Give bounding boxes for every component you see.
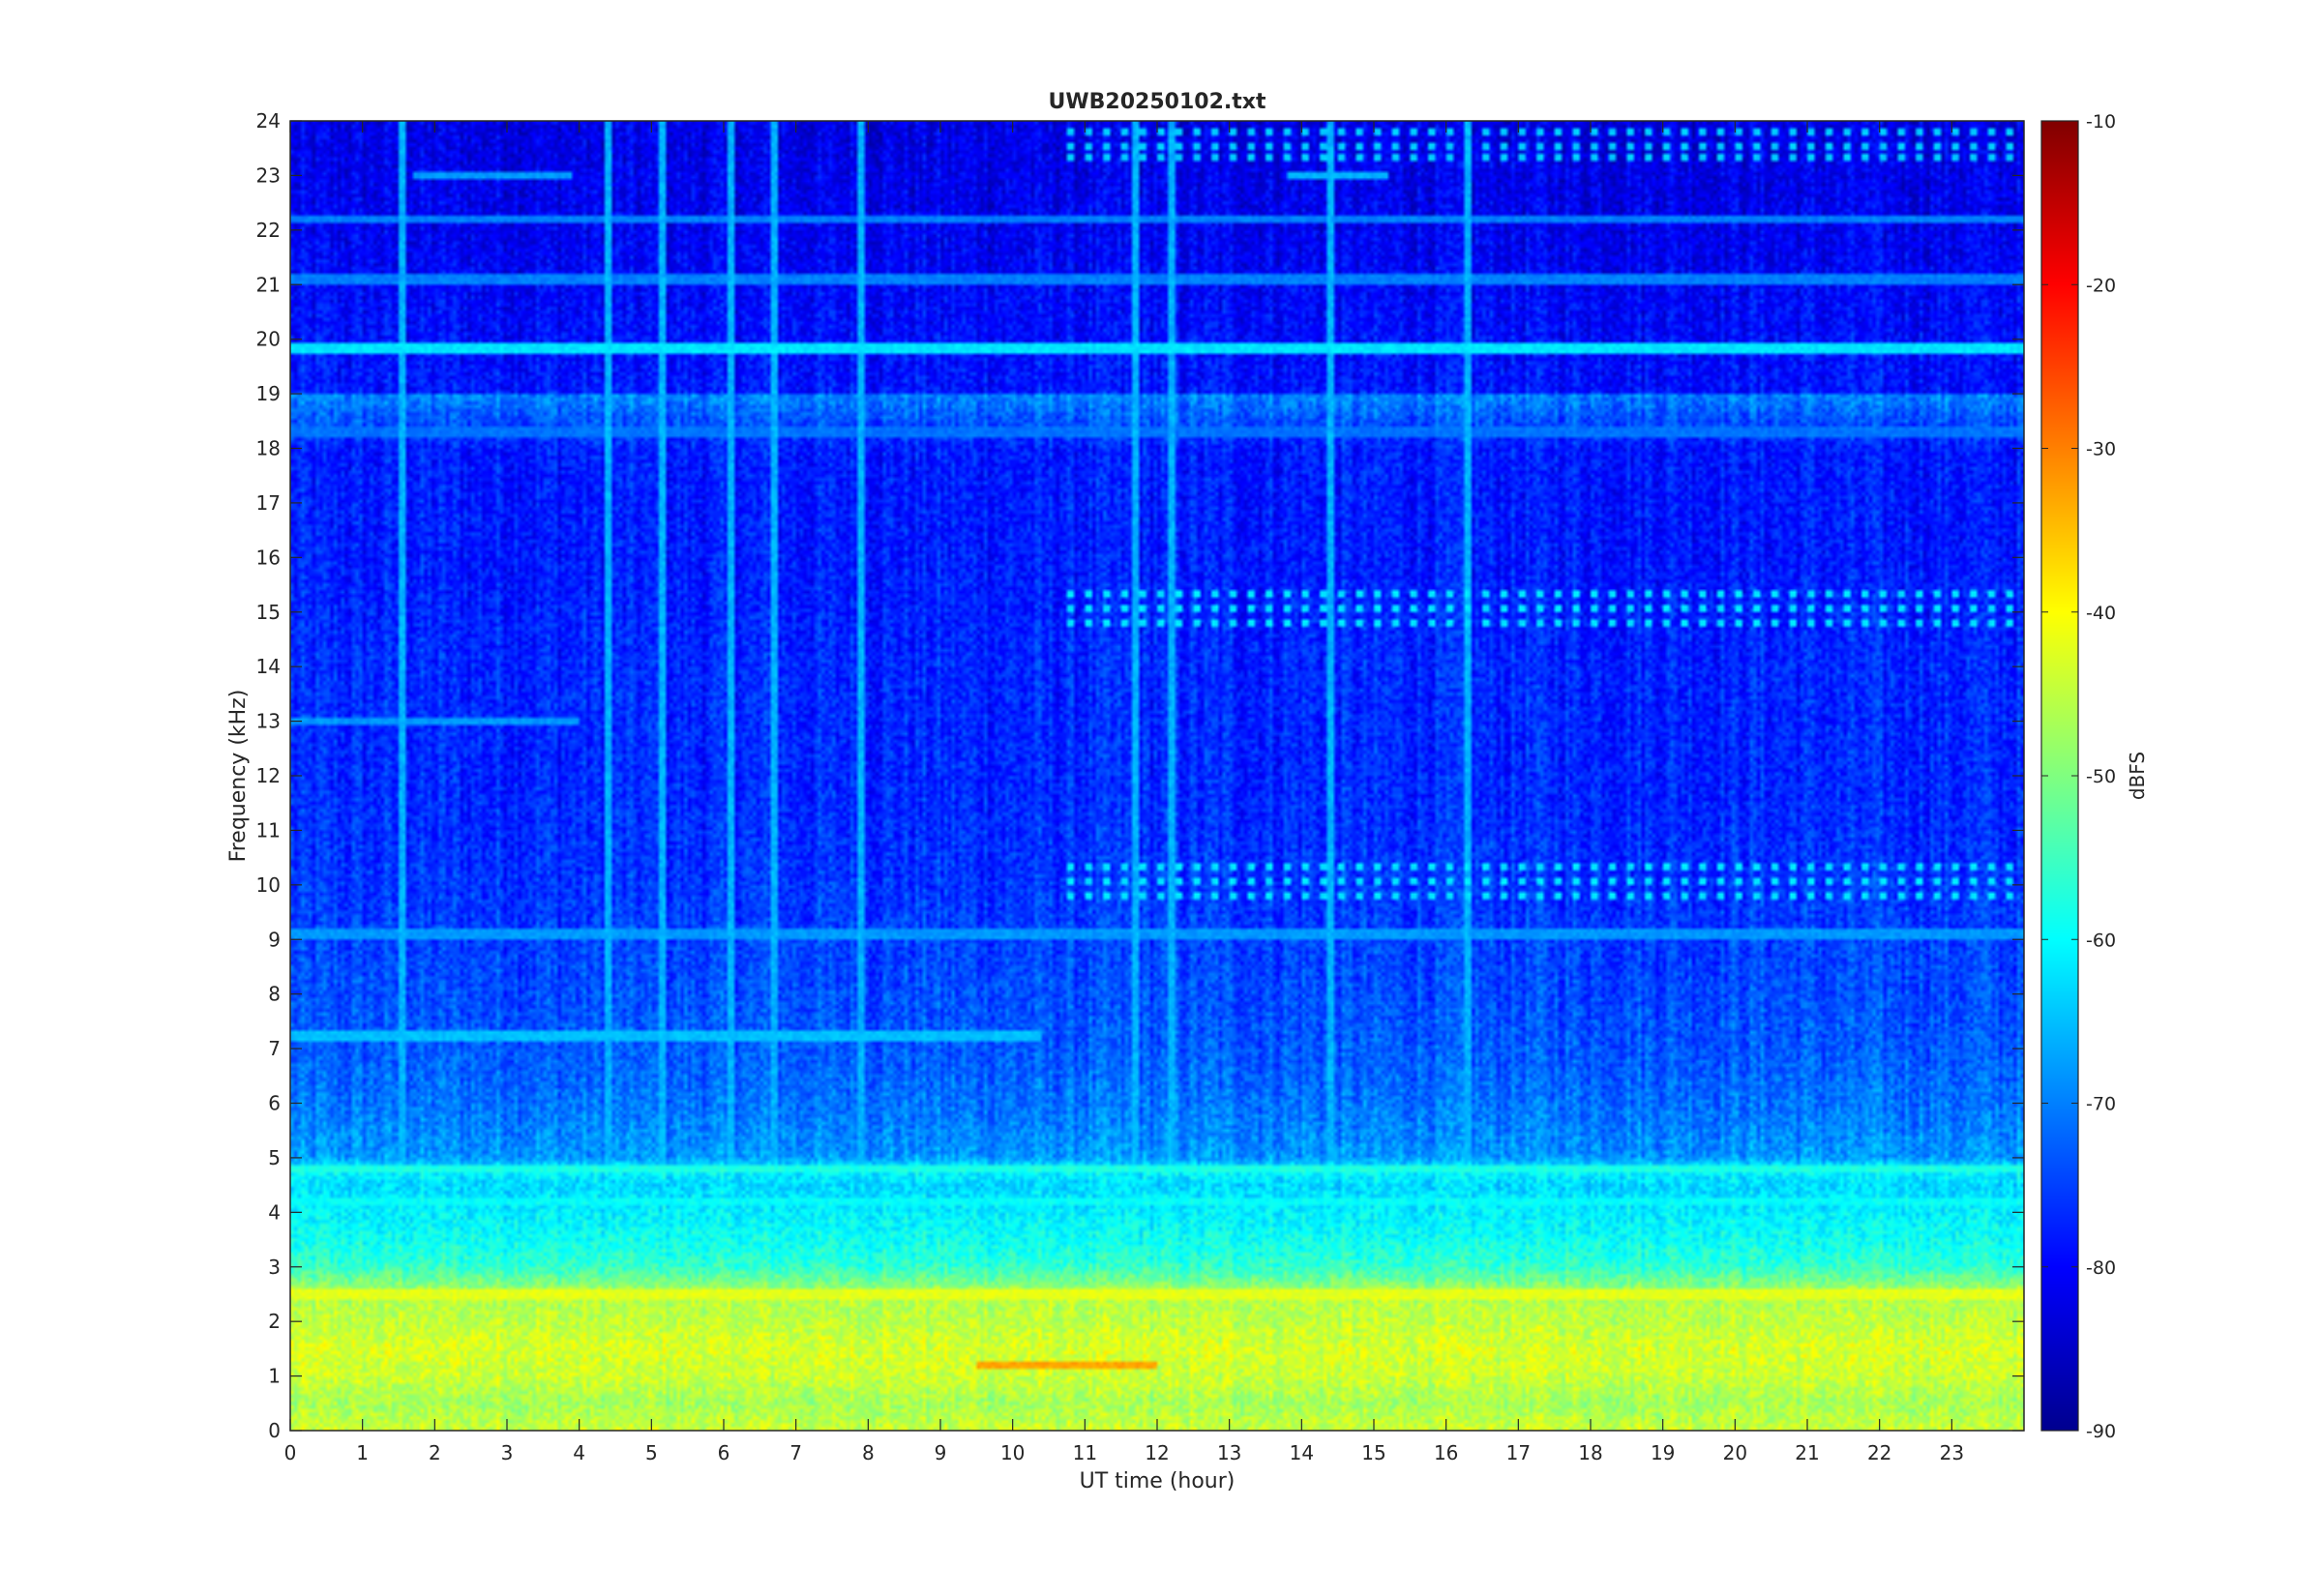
- y-tick-label: 18: [256, 437, 281, 460]
- x-tick-label: 1: [356, 1441, 369, 1464]
- y-axis-label: Frequency (kHz): [226, 690, 251, 863]
- x-tick-label: 5: [645, 1441, 658, 1464]
- x-tick-label: 4: [573, 1441, 585, 1464]
- y-tick-label: 12: [256, 764, 281, 787]
- y-tick-label: 14: [256, 655, 281, 678]
- x-tick-label: 22: [1867, 1441, 1891, 1464]
- y-tick-label: 4: [268, 1200, 281, 1224]
- x-tick-label: 3: [501, 1441, 514, 1464]
- colorbar-tick-label: -70: [2086, 1094, 2116, 1115]
- colorbar-tick-label: -40: [2086, 603, 2116, 624]
- colorbar-tick-label: -20: [2086, 275, 2116, 296]
- y-tick-label: 23: [256, 163, 281, 187]
- y-tick-label: 22: [256, 219, 281, 242]
- y-tick-label: 1: [268, 1365, 281, 1388]
- y-tick-label: 9: [268, 928, 281, 951]
- plot-area: [289, 120, 2025, 1432]
- colorbar-tick-label: -10: [2086, 111, 2116, 133]
- y-tick-label: 17: [256, 491, 281, 515]
- y-tick-label: 24: [256, 109, 281, 133]
- x-tick-label: 19: [1651, 1441, 1675, 1464]
- y-tick-label: 15: [256, 601, 281, 624]
- y-tick-label: 6: [268, 1092, 281, 1115]
- x-tick-label: 14: [1290, 1441, 1314, 1464]
- x-tick-label: 20: [1723, 1441, 1747, 1464]
- x-tick-label: 21: [1795, 1441, 1819, 1464]
- x-tick-label: 15: [1361, 1441, 1385, 1464]
- colorbar-tick-label: -60: [2086, 930, 2116, 951]
- colorbar-ticks: -90 -80 -70 -60 -50 -40 -30 -20 -10: [2041, 111, 2116, 1442]
- x-tick-label: 17: [1506, 1441, 1531, 1464]
- x-tick-label: 10: [1000, 1441, 1025, 1464]
- colorbar-tick-label: -90: [2086, 1421, 2116, 1442]
- y-tick-label: 21: [256, 273, 281, 296]
- y-tick-label: 19: [256, 382, 281, 405]
- x-tick-label: 18: [1578, 1441, 1602, 1464]
- x-tick-label: 11: [1073, 1441, 1097, 1464]
- colorbar-label: dBFS: [2126, 752, 2149, 800]
- y-tick-label: 11: [256, 818, 281, 842]
- y-tick-label: 16: [256, 546, 281, 569]
- x-tick-label: 2: [429, 1441, 441, 1464]
- x-axis-label: UT time (hour): [1080, 1469, 1235, 1493]
- x-tick-label: 16: [1434, 1441, 1458, 1464]
- x-tick-label: 23: [1940, 1441, 1964, 1464]
- colorbar-tick-label: -50: [2086, 766, 2116, 787]
- x-tick-label: 6: [718, 1441, 730, 1464]
- x-tick-label: 9: [935, 1441, 947, 1464]
- y-tick-label: 7: [268, 1037, 281, 1060]
- colorbar-tick-label: -80: [2086, 1257, 2116, 1279]
- x-tick-label: 7: [789, 1441, 802, 1464]
- x-tick-label: 12: [1145, 1441, 1169, 1464]
- x-tick-label: 13: [1217, 1441, 1241, 1464]
- y-tick-label: 3: [268, 1256, 281, 1279]
- spectrogram-heatmap: [290, 121, 2024, 1431]
- y-tick-label: 5: [268, 1146, 281, 1169]
- colorbar: -90 -80 -70 -60 -50 -40 -30 -20 -10 dBFS: [2040, 111, 2149, 1442]
- y-tick-label: 13: [256, 710, 281, 733]
- x-tick-label: 0: [284, 1441, 297, 1464]
- x-axis-ticks: 0 1 2 3 4 5 6 7 8 9 10 11 12 13 14 15 16 17 18 19 20 21 22 23: [284, 121, 1964, 1464]
- y-tick-label: 2: [268, 1310, 281, 1333]
- y-tick-label: 20: [256, 328, 281, 351]
- y-tick-label: 8: [268, 983, 281, 1006]
- colorbar-tick-label: -30: [2086, 439, 2116, 460]
- chart-title: UWB20250102.txt: [1049, 90, 1266, 114]
- x-tick-label: 8: [862, 1441, 875, 1464]
- y-tick-label: 0: [268, 1419, 281, 1442]
- y-tick-label: 10: [256, 873, 281, 897]
